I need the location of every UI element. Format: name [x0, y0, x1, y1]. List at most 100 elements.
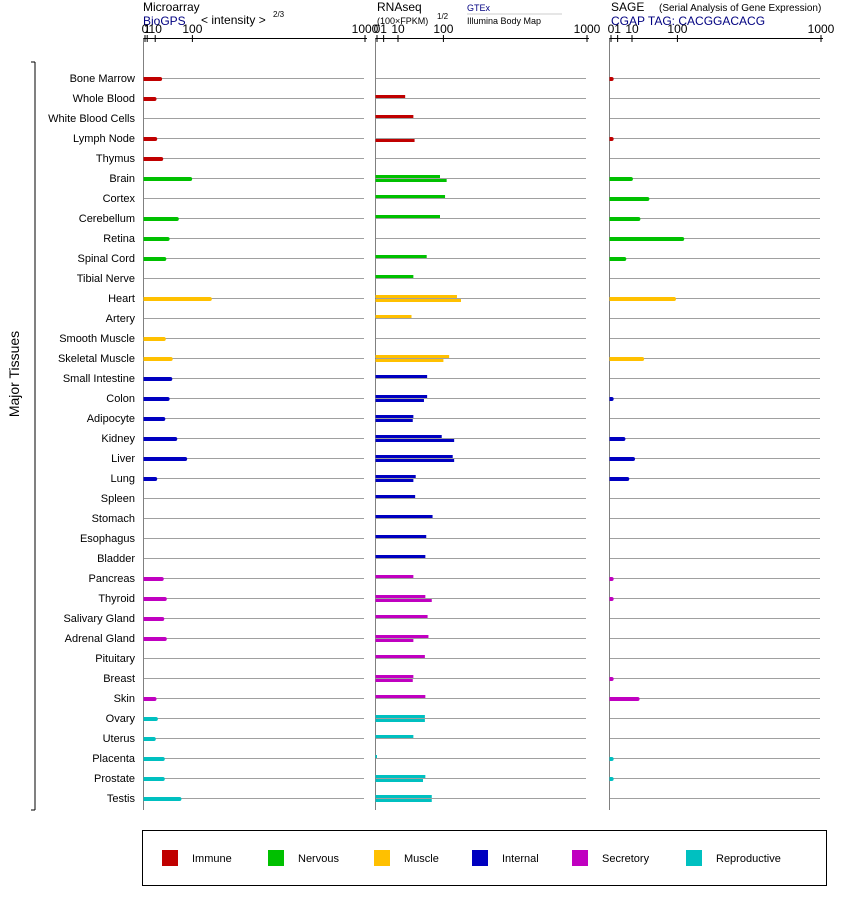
expression-bar: [375, 719, 425, 722]
tissue-label: Breast: [103, 673, 135, 685]
expression-bar-cap: [174, 217, 179, 221]
expression-bar-cap: [640, 357, 645, 361]
x-tick-label: 10: [625, 22, 639, 36]
tissue-label: White Blood Cells: [48, 113, 135, 125]
expression-bar: [375, 615, 428, 618]
tissue-labels: Bone Marrow Whole Blood White Blood Cells L…: [48, 73, 136, 805]
legend-item-immune: Immune: [162, 850, 232, 866]
expression-bar-cap: [183, 457, 188, 461]
expression-bar: [375, 535, 427, 538]
expression-bar-cap: [609, 397, 614, 401]
expression-bar-cap: [165, 397, 170, 401]
expression-bar-cap: [631, 457, 636, 461]
tissue-label: Cerebellum: [79, 213, 135, 225]
expression-bar-cap: [609, 137, 614, 141]
expression-bar: [143, 237, 168, 241]
legend-swatch: [686, 850, 702, 866]
tissue-label: Ovary: [106, 713, 136, 725]
tissue-label: Liver: [111, 453, 135, 465]
expression-bar: [375, 599, 432, 602]
expression-bar: [143, 797, 180, 801]
expression-bar: [609, 457, 634, 461]
legend-swatch: [162, 850, 178, 866]
sage-subtitle: (Serial Analysis of Gene Expression): [659, 3, 821, 14]
expression-bar: [375, 419, 413, 422]
expression-bar-cap: [177, 797, 182, 801]
expression-bar-cap: [635, 697, 640, 701]
expression-bar-cap: [672, 297, 676, 301]
expression-bar-cap: [609, 597, 614, 601]
rnaseq-scale-exponent: 1/2: [437, 12, 449, 21]
microarray-source-link[interactable]: BioGPS: [143, 14, 186, 28]
expression-bar-cap: [165, 237, 170, 241]
gtex-source-link[interactable]: GTEx: [467, 3, 491, 13]
tissue-label: Bladder: [97, 553, 135, 565]
expression-bar: [375, 215, 440, 218]
legend-swatch: [572, 850, 588, 866]
expression-bar-cap: [168, 377, 173, 381]
x-tick-label: 10: [149, 22, 163, 36]
legend-label: Nervous: [298, 853, 339, 865]
legend: Immune Nervous Muscle Internal Secretory Repr…: [142, 830, 827, 886]
rnaseq-title: RNAseq: [377, 0, 422, 14]
expression-bar-cap: [161, 337, 166, 341]
expression-bar: [375, 255, 427, 258]
expression-bar-cap: [188, 177, 193, 181]
tissue-label: Uterus: [103, 733, 136, 745]
expression-bar-cap: [162, 637, 167, 641]
expression-bar: [609, 237, 683, 241]
tissue-label: Esophagus: [80, 533, 136, 545]
tissue-label: Tibial Nerve: [77, 273, 135, 285]
tissue-label: Brain: [109, 173, 135, 185]
legend-label: Reproductive: [716, 853, 781, 865]
tissue-label: Salivary Gland: [63, 613, 135, 625]
expression-bar: [375, 779, 424, 782]
tissue-label: Thymus: [96, 153, 136, 165]
x-tick-label: 100: [667, 22, 687, 36]
expression-bar: [143, 337, 164, 341]
expression-bar-cap: [152, 697, 157, 701]
legend-item-muscle: Muscle: [374, 850, 439, 866]
legend-label: Secretory: [602, 853, 650, 865]
legend-label: Internal: [502, 853, 539, 865]
expression-bar-cap: [161, 417, 166, 421]
x-tick-label: 1000: [352, 22, 379, 36]
expression-bar-cap: [162, 597, 167, 601]
sage-tag-link[interactable]: CGAP TAG: CACGGACACG: [611, 14, 765, 28]
expression-bar: [375, 635, 429, 638]
expression-bar: [375, 575, 414, 578]
expression-bar: [143, 157, 162, 161]
tissue-label: Adrenal Gland: [65, 633, 135, 645]
x-tick-label: 1000: [574, 22, 601, 36]
tissue-label: Placenta: [92, 753, 136, 765]
expression-bar: [143, 397, 168, 401]
legend-swatch: [268, 850, 284, 866]
expression-bar: [143, 357, 171, 361]
expression-bar: [375, 515, 433, 518]
expression-bar: [375, 439, 455, 442]
expression-bar: [375, 355, 450, 358]
expression-bar: [375, 675, 414, 678]
expression-bar: [143, 257, 165, 261]
x-tick-label: 0: [374, 22, 381, 36]
expression-bar: [609, 197, 648, 201]
x-tick-label: 1: [614, 22, 621, 36]
expression-bar-cap: [622, 257, 627, 261]
expression-bar: [375, 795, 432, 798]
expression-bar-cap: [153, 717, 158, 721]
rnaseq-scale-label: (100×FPKM): [377, 16, 428, 26]
expression-bar: [143, 757, 163, 761]
expression-bar-cap: [645, 197, 650, 201]
tissue-label: Lymph Node: [73, 133, 135, 145]
expression-bar-cap: [152, 97, 157, 101]
expression-bar: [143, 177, 191, 181]
expression-bar: [375, 475, 416, 478]
expression-bar: [609, 297, 674, 301]
expression-bar-cap: [162, 257, 167, 261]
tissue-label: Skeletal Muscle: [58, 353, 135, 365]
expression-bar: [143, 77, 161, 81]
expression-bar: [375, 735, 414, 738]
expression-bar: [375, 799, 432, 802]
expression-bar: [143, 217, 177, 221]
